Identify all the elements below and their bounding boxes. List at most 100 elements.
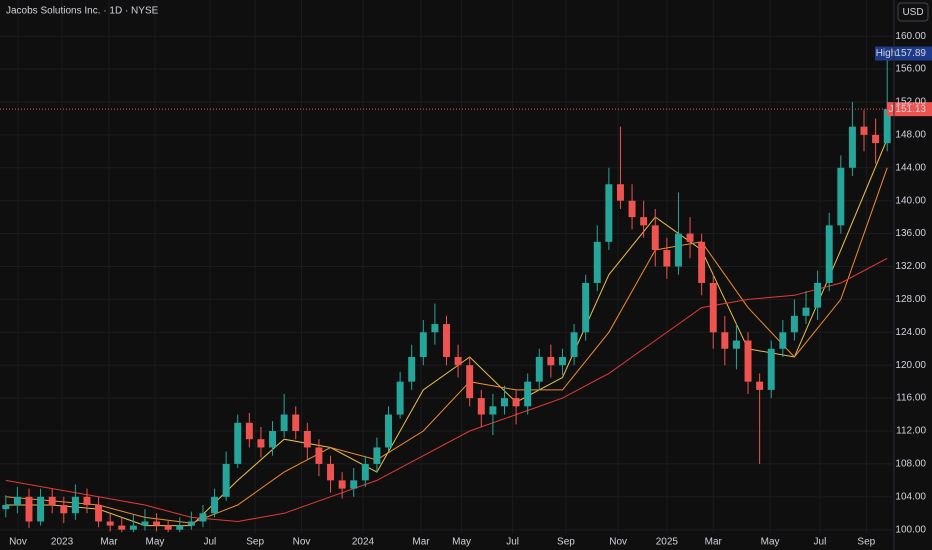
moving-average	[5, 138, 888, 527]
last-price: 151.13	[895, 104, 926, 115]
x-tick-label: Sep	[557, 537, 575, 548]
candle-body	[338, 480, 346, 489]
candle-body	[872, 134, 880, 144]
candle-body	[361, 463, 369, 481]
x-tick-label: Jul	[204, 537, 217, 548]
candle-body	[164, 525, 172, 530]
y-tick-label: 144.00	[895, 162, 926, 173]
y-tick-label: 100.00	[895, 524, 926, 535]
candle-body	[419, 332, 427, 357]
candle-body	[651, 225, 659, 251]
x-tick-label: May	[145, 537, 164, 548]
candle-body	[616, 184, 624, 201]
candle-body	[547, 356, 555, 366]
x-tick-label: Nov	[9, 537, 27, 548]
candle-body	[744, 340, 752, 382]
candle-body	[721, 332, 729, 349]
candle-body	[245, 422, 253, 440]
high-tag-label-bg	[875, 46, 897, 61]
last-price-tag	[887, 102, 932, 117]
candle-body	[698, 241, 706, 283]
candle-body	[443, 324, 450, 357]
candle-body	[408, 356, 416, 382]
candle-body	[489, 406, 497, 415]
y-tick-label: 156.00	[895, 64, 926, 75]
x-tick-label: Sep	[246, 537, 264, 548]
chart-title: Jacobs Solutions Inc. · 1D · NYSE	[6, 6, 159, 17]
x-tick-label: Jul	[506, 537, 519, 548]
candle-body	[106, 521, 114, 526]
candle-body	[37, 496, 45, 522]
candle-body	[211, 496, 219, 514]
candle-body	[350, 480, 358, 489]
candle-body	[756, 381, 764, 390]
y-tick-label: 116.00	[896, 393, 926, 404]
candle-body	[25, 496, 33, 522]
candle-body	[779, 332, 787, 349]
y-tick-label: 136.00	[895, 228, 926, 239]
candle-body	[385, 414, 392, 448]
x-tick-label: Mar	[705, 537, 723, 548]
candle-body	[802, 307, 810, 316]
candle-body	[860, 126, 868, 135]
currency-button[interactable]	[897, 2, 929, 22]
candle-body	[535, 356, 543, 382]
candle-body	[199, 513, 207, 522]
x-tick-label: Jul	[814, 537, 827, 548]
candle-body	[83, 496, 91, 506]
y-tick-label: 112.00	[896, 426, 926, 437]
candle-body	[674, 233, 682, 267]
candle-body	[292, 414, 300, 432]
candle-body	[825, 225, 833, 283]
candle-body	[582, 282, 590, 333]
candle-body	[431, 324, 439, 333]
candle-body	[570, 332, 578, 357]
candle-body	[558, 356, 566, 366]
x-tick-label: May	[761, 537, 780, 548]
y-tick-label: 152.00	[895, 97, 926, 108]
y-tick-label: 104.00	[895, 491, 926, 502]
x-tick-label: Mar	[100, 537, 118, 548]
candle-body	[814, 282, 822, 308]
candle-body	[327, 463, 335, 481]
grid	[0, 0, 893, 533]
candle-body	[153, 521, 161, 526]
overlay: J 151.13 High 157.89	[0, 46, 932, 117]
candle-body	[605, 184, 613, 242]
candle-body	[60, 505, 68, 514]
moving-average	[5, 257, 888, 523]
currency[interactable]: USD	[902, 7, 923, 18]
candles	[2, 53, 891, 533]
candle-body	[71, 496, 79, 514]
y-tick-label: 120.00	[895, 360, 926, 371]
y-tick-label: 132.00	[895, 261, 926, 272]
candle-body	[396, 381, 404, 415]
y-tick-label: 128.00	[895, 294, 926, 305]
candle-body	[790, 315, 798, 333]
x-tick-label: Mar	[412, 537, 430, 548]
x-tick-label: Sep	[857, 537, 875, 548]
candle-body	[593, 241, 601, 283]
candle-body	[48, 496, 56, 506]
y-tick-label: 124.00	[895, 327, 926, 338]
candle-body	[176, 525, 184, 530]
candle-body	[883, 109, 891, 144]
x-tick-label: 2024	[352, 537, 375, 548]
candle-body	[129, 525, 137, 530]
candle-body	[141, 521, 149, 526]
candle-body	[767, 348, 775, 390]
candle-body	[501, 398, 508, 407]
candle-body	[640, 217, 648, 226]
candle-body	[732, 340, 740, 349]
y-tick-label: 108.00	[895, 459, 926, 470]
candle-body	[628, 200, 636, 218]
moving-averages	[5, 138, 888, 527]
candle-body	[222, 463, 230, 497]
x-tick-label: Nov	[609, 537, 627, 548]
x-tick-label: 2025	[656, 537, 679, 548]
ticker: J	[889, 104, 894, 115]
y-tick-label: 148.00	[895, 130, 926, 141]
moving-average	[5, 167, 888, 524]
